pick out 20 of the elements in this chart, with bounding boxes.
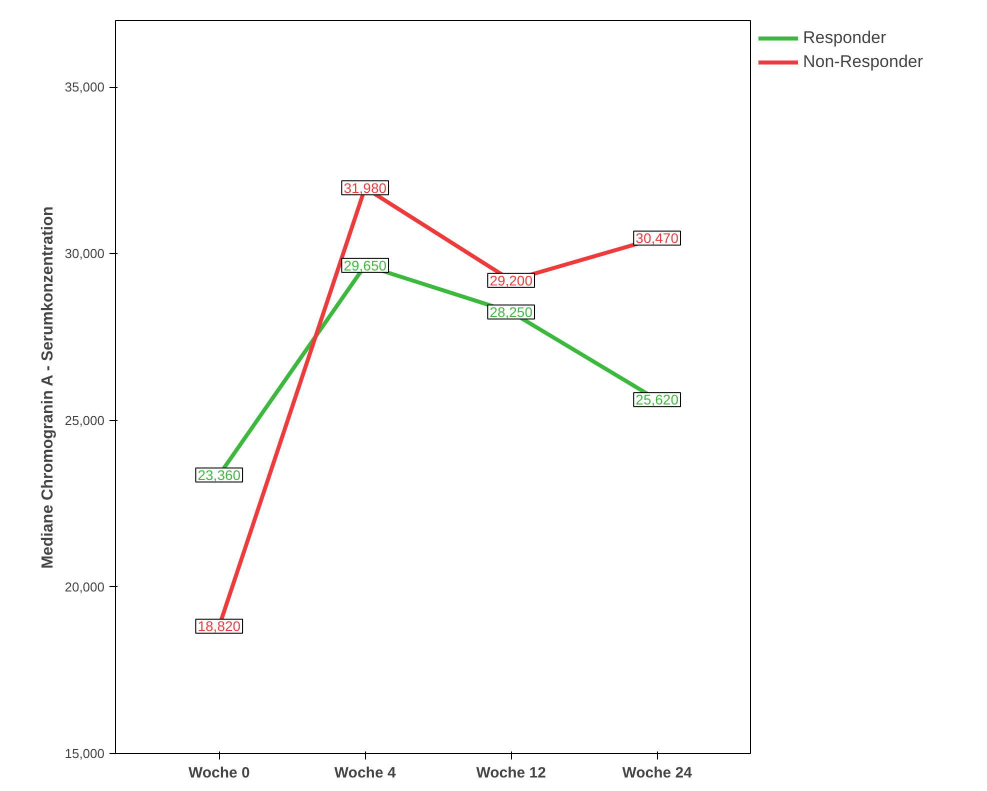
x-tick-label: Woche 0 <box>188 764 250 782</box>
data-label: 28,250 <box>490 304 533 320</box>
x-tick-label: Woche 24 <box>622 764 693 782</box>
y-tick-label: 15,000 <box>64 746 105 761</box>
x-tick-label: Woche 4 <box>334 764 396 782</box>
data-label: 25,620 <box>636 392 679 408</box>
y-tick-label: 30,000 <box>64 246 105 262</box>
data-label: 29,200 <box>490 272 533 288</box>
data-label: 23,360 <box>198 466 241 483</box>
legend-label: Responder <box>803 28 886 48</box>
x-tick-label: Woche 12 <box>476 764 546 782</box>
y-tick-label: 35,000 <box>64 80 105 95</box>
data-label: 30,470 <box>636 230 679 246</box>
y-tick-label: 25,000 <box>64 412 105 428</box>
data-label: 18,820 <box>198 618 241 634</box>
y-axis-title: Mediane Chromogranin A - Serumkonzentration <box>40 206 57 569</box>
y-tick-label: 20,000 <box>64 579 105 594</box>
data-label: 31,980 <box>344 180 387 196</box>
legend-label: Non-Responder <box>803 52 924 72</box>
data-label: 29,650 <box>344 257 387 274</box>
